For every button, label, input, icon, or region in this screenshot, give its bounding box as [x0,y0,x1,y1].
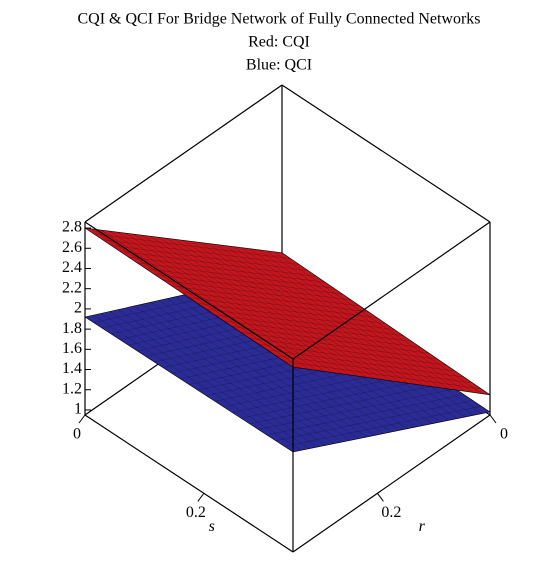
mesh-line [197,303,395,330]
mesh-line [240,332,439,360]
box-edge [292,221,491,360]
mesh-line [223,320,421,348]
x-tick-label: 0 [73,426,81,443]
mesh-line [119,250,317,277]
mesh-line [101,313,310,449]
mesh-line [216,244,425,386]
mesh-line [102,239,300,265]
mesh-line [240,247,450,390]
y-tick-label: 0 [500,426,508,443]
z-tick-label: 2.4 [62,259,82,276]
mesh-line [150,236,359,377]
mesh-line [258,343,456,372]
mesh-line [284,405,482,447]
mesh-line [93,314,302,451]
subtitle: Red: CQI [248,34,310,51]
mesh-line [275,355,473,384]
mesh-line [142,303,351,441]
mesh-line [117,231,326,372]
mesh-line [125,232,335,374]
z-tick-label: 2.6 [62,239,82,256]
mesh-line [125,307,335,444]
mesh-line [166,238,376,379]
mesh-line [158,237,368,378]
mesh-line [180,291,378,319]
x-axis-label: s [209,518,215,535]
mesh-line [249,382,447,425]
mesh-line [175,296,384,434]
mesh-line [110,245,309,271]
z-tick-label: 1.8 [62,320,82,337]
mesh-line [134,234,343,375]
mesh-line [232,246,441,389]
mesh-line [101,229,310,370]
box-edge [84,84,283,223]
mesh-line [284,361,482,390]
mesh-line [109,311,318,448]
mesh-line [224,245,433,387]
y-tick-label: 0.2 [381,504,401,521]
z-tick-label: 1 [74,401,82,418]
box-edge [281,84,491,223]
mesh-line [240,376,439,419]
mesh-line [275,400,473,441]
mesh-line [206,308,404,336]
z-tick-label: 1.6 [62,340,82,357]
box-edge [292,414,491,553]
mesh-line [134,305,343,443]
mesh-line [154,274,352,301]
mesh-line [145,268,343,295]
mesh-line [136,262,335,289]
x-tick [78,414,86,424]
mesh-line [166,298,376,436]
box-edge [84,221,294,360]
y-tick [377,492,384,502]
z-tick-label: 2 [74,300,82,317]
mesh-line [188,297,387,325]
mesh-line [117,309,326,446]
mesh-line [258,388,456,430]
y-axis-label: r [419,518,426,535]
mesh-line [158,300,368,438]
mesh-line [191,241,400,383]
x-tick [197,492,205,502]
chart-title: CQI & QCI For Bridge Network of Fully Co… [77,11,480,28]
z-tick-label: 1.4 [62,360,82,377]
z-tick-label: 2.2 [62,279,82,296]
z-tick-label: 2.8 [62,219,82,236]
mesh-line [93,233,291,259]
box-edge [84,414,294,553]
mesh-line [142,235,351,376]
mesh-line [128,256,326,283]
mesh-line [273,251,482,394]
mesh-line [162,279,361,307]
mesh-line [266,394,465,436]
mesh-line [232,326,430,354]
mesh-line [175,239,384,380]
mesh-line [183,240,392,382]
y-tick [489,414,497,424]
x-tick-label: 0.2 [186,504,206,521]
subtitle: Blue: QCI [246,57,312,74]
mesh-line [150,302,359,439]
mesh-line [249,248,458,391]
mesh-line [207,243,417,385]
mesh-line [109,230,318,371]
mesh-line [257,249,466,392]
mesh-line [93,228,302,369]
mesh-line [199,242,409,384]
z-tick-label: 1.2 [62,380,82,397]
mesh-line [265,250,474,393]
mesh-line [249,337,447,366]
mesh-line [171,285,369,313]
mesh-line [214,314,413,342]
